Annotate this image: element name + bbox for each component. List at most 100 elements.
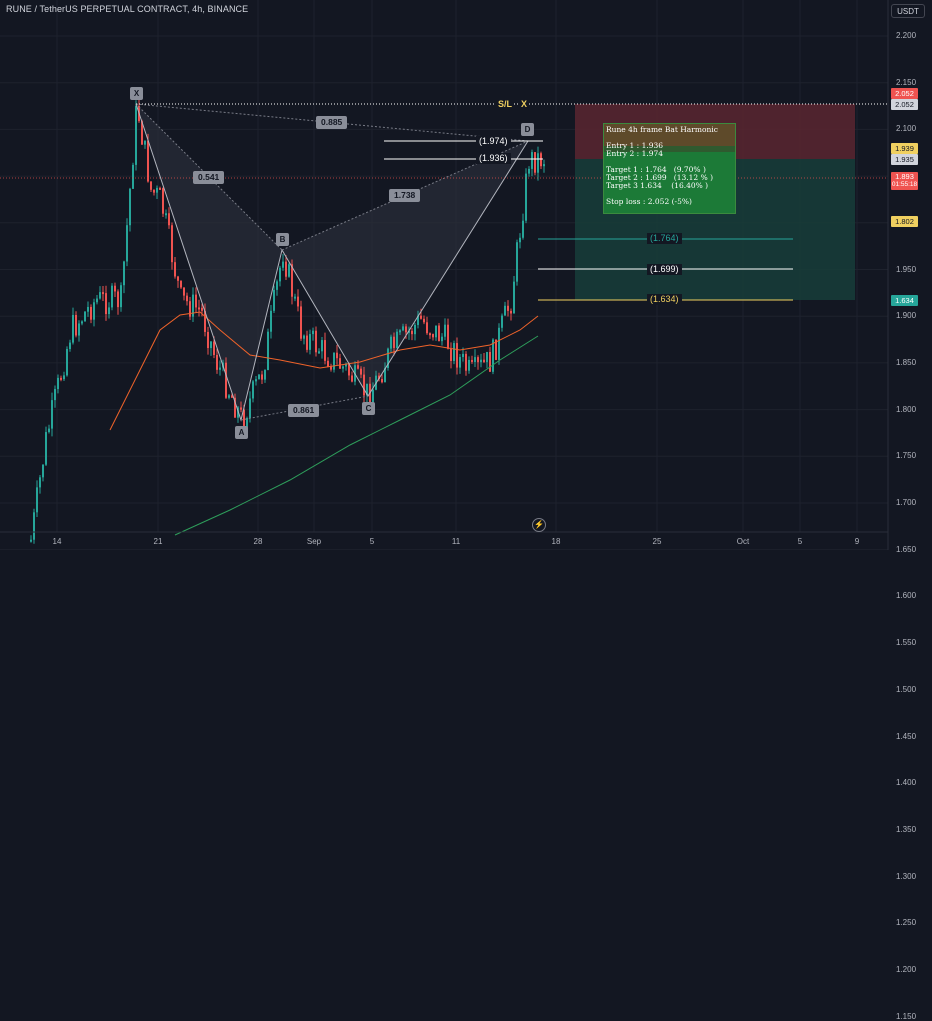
level-t3-label: (1.634) bbox=[647, 294, 682, 305]
candle-body bbox=[384, 367, 386, 383]
candlesticks bbox=[30, 98, 545, 544]
candle-body bbox=[120, 285, 122, 308]
info-line: Rune 4h frame Bat Harmonic bbox=[606, 125, 718, 134]
time-axis-label: Oct bbox=[736, 537, 750, 546]
candle-body bbox=[393, 336, 395, 348]
candle-body bbox=[39, 477, 41, 488]
candle-body bbox=[423, 318, 425, 323]
candle-body bbox=[210, 341, 212, 349]
candle-countdown: 01:55:18 bbox=[891, 181, 918, 188]
info-line: Target 1 : 1.764 (9.70% ) bbox=[606, 165, 706, 174]
candle-body bbox=[483, 359, 485, 363]
candle-body bbox=[141, 121, 143, 145]
price-axis-label: 1.650 bbox=[896, 544, 917, 554]
candle-body bbox=[87, 306, 89, 312]
currency-button[interactable]: USDT bbox=[891, 4, 925, 18]
candle-body bbox=[501, 315, 503, 328]
candle-body bbox=[432, 334, 434, 338]
candle-body bbox=[450, 348, 452, 361]
candle-body bbox=[396, 331, 398, 348]
candle-body bbox=[51, 400, 53, 429]
candle-body bbox=[96, 298, 98, 303]
xb-line bbox=[135, 103, 283, 251]
candle-body bbox=[333, 352, 335, 370]
price-axis-label: 1.200 bbox=[896, 965, 917, 974]
candle-body bbox=[399, 330, 401, 333]
candle-body bbox=[30, 539, 32, 542]
candle-body bbox=[252, 381, 254, 399]
candle-body bbox=[63, 375, 65, 380]
level-t2-label: (1.699) bbox=[647, 264, 682, 275]
candle-body bbox=[60, 377, 62, 380]
lightning-icon[interactable]: ⚡ bbox=[532, 518, 546, 532]
candle-body bbox=[408, 330, 410, 333]
candle-body bbox=[93, 302, 95, 320]
candle-body bbox=[462, 353, 464, 358]
candle-body bbox=[135, 105, 137, 165]
candle-body bbox=[213, 341, 215, 355]
candle-body bbox=[231, 395, 233, 398]
candle-body bbox=[78, 323, 80, 336]
candle-body bbox=[303, 335, 305, 339]
point-c-label: C bbox=[362, 402, 375, 415]
price-axis-label: 1.950 bbox=[896, 264, 917, 274]
candle-body bbox=[273, 289, 275, 311]
ratio-bc: 0.861 bbox=[288, 404, 320, 417]
candle-body bbox=[318, 351, 320, 354]
candle-body bbox=[264, 370, 266, 380]
candle-body bbox=[102, 292, 104, 295]
candle-body bbox=[360, 368, 362, 375]
ratio-cd: 1.738 bbox=[389, 189, 421, 202]
candle-body bbox=[66, 349, 68, 376]
candle-body bbox=[513, 281, 515, 314]
candle-body bbox=[345, 364, 347, 367]
ema-fast-line bbox=[109, 311, 539, 431]
candle-body bbox=[309, 334, 311, 350]
time-axis-label: 14 bbox=[52, 537, 62, 546]
candle-body bbox=[267, 331, 269, 371]
info-line: Entry 2 : 1.974 bbox=[606, 149, 664, 158]
price-axis-label: 2.200 bbox=[896, 31, 917, 40]
candle-body bbox=[171, 225, 173, 263]
candle-body bbox=[516, 242, 518, 282]
candle-body bbox=[105, 293, 107, 315]
candle-body bbox=[132, 164, 134, 189]
price-axis-label: 2.100 bbox=[896, 124, 917, 134]
candle-body bbox=[192, 294, 194, 317]
candle-body bbox=[537, 153, 539, 173]
candle-body bbox=[300, 306, 302, 339]
candle-body bbox=[240, 407, 242, 410]
candle-body bbox=[162, 188, 164, 214]
candle-body bbox=[144, 140, 146, 145]
candle-body bbox=[126, 225, 128, 262]
candle-body bbox=[477, 357, 479, 363]
candle-body bbox=[297, 296, 299, 307]
candle-body bbox=[348, 364, 350, 376]
candle-body bbox=[336, 352, 338, 359]
candle-body bbox=[45, 432, 47, 465]
candle-body bbox=[459, 357, 461, 368]
candle-body bbox=[72, 314, 74, 343]
candle-body bbox=[249, 398, 251, 419]
candle-body bbox=[414, 324, 416, 335]
candle-body bbox=[216, 354, 218, 370]
candle-body bbox=[150, 181, 152, 190]
candle-body bbox=[387, 348, 389, 368]
price-axis-label: 1.750 bbox=[896, 451, 917, 461]
candle-body bbox=[468, 359, 470, 371]
candle-body bbox=[324, 340, 326, 361]
candle-body bbox=[291, 264, 293, 297]
price-chart[interactable] bbox=[0, 0, 932, 550]
candle-body bbox=[381, 379, 383, 383]
candle-body bbox=[198, 307, 200, 310]
price-axis-label: 1.350 bbox=[896, 824, 917, 834]
price-axis-label: 1.150 bbox=[896, 1011, 917, 1021]
candle-body bbox=[156, 187, 158, 193]
candle-body bbox=[306, 335, 308, 350]
candle-body bbox=[243, 409, 245, 428]
candle-body bbox=[153, 189, 155, 193]
candle-body bbox=[531, 152, 533, 169]
candle-body bbox=[528, 168, 530, 174]
candle-body bbox=[540, 153, 542, 167]
entry2-tag: 1.935 bbox=[891, 154, 918, 165]
